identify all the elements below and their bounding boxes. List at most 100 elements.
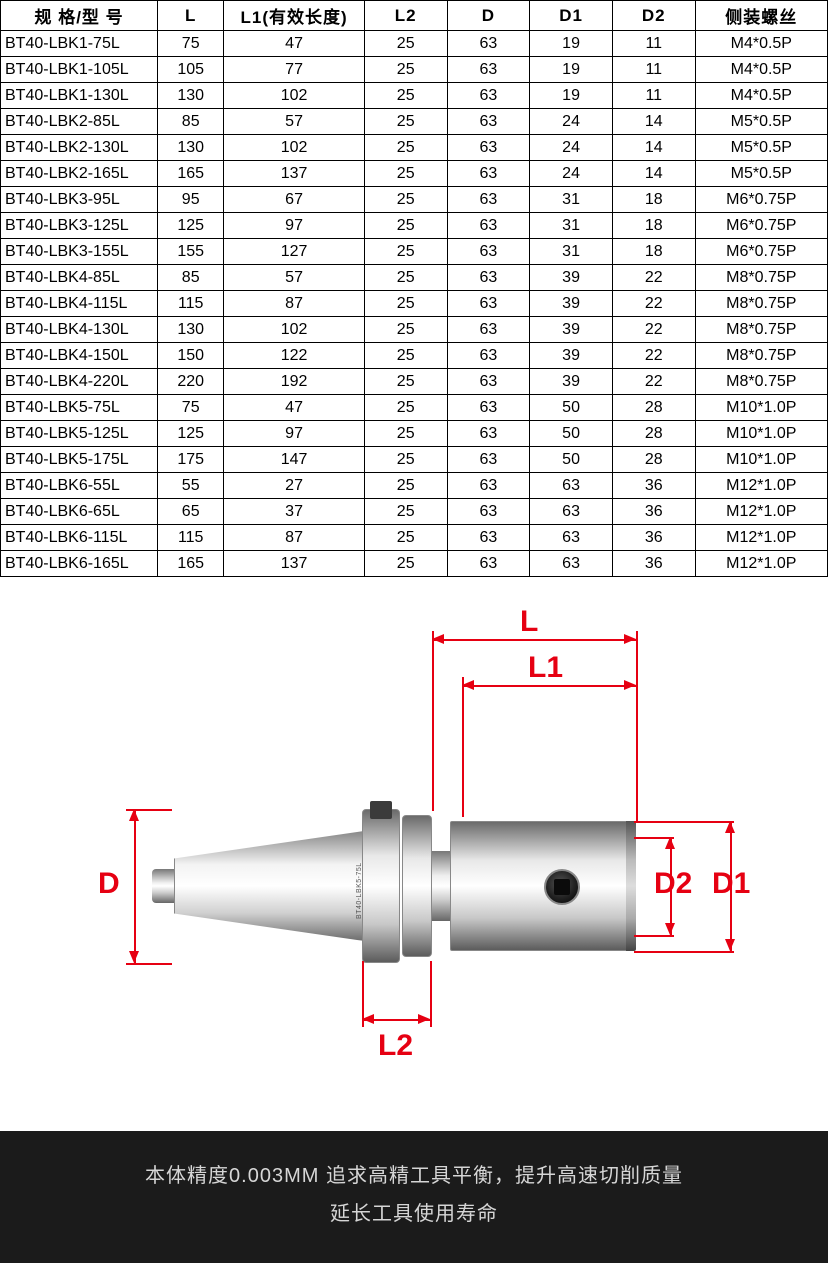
table-cell: 25 [364,109,447,135]
table-cell: 63 [447,83,530,109]
table-cell: 165 [158,161,224,187]
table-cell: 67 [224,187,365,213]
table-cell: 22 [612,369,695,395]
table-cell: 19 [530,83,613,109]
table-cell: 28 [612,421,695,447]
table-cell: 25 [364,291,447,317]
table-cell: BT40-LBK2-85L [1,109,158,135]
table-cell: 57 [224,109,365,135]
table-cell: M4*0.5P [695,31,827,57]
table-cell: 24 [530,161,613,187]
table-cell: 39 [530,291,613,317]
table-row: BT40-LBK5-75L754725635028M10*1.0P [1,395,828,421]
table-cell: 63 [447,525,530,551]
table-header-cell: 规 格/型 号 [1,1,158,31]
table-cell: 130 [158,317,224,343]
table-cell: 50 [530,447,613,473]
table-cell: BT40-LBK2-130L [1,135,158,161]
spec-table: 规 格/型 号LL1(有效长度)L2DD1D2侧装螺丝 BT40-LBK1-75… [0,0,828,577]
table-row: BT40-LBK5-175L17514725635028M10*1.0P [1,447,828,473]
table-cell: 57 [224,265,365,291]
table-cell: 25 [364,369,447,395]
table-cell: M12*1.0P [695,525,827,551]
table-row: BT40-LBK4-220L22019225633922M8*0.75P [1,369,828,395]
table-header-cell: L2 [364,1,447,31]
table-cell: BT40-LBK6-65L [1,499,158,525]
table-cell: M4*0.5P [695,57,827,83]
table-cell: 87 [224,525,365,551]
table-cell: 31 [530,239,613,265]
table-cell: 63 [447,213,530,239]
table-cell: BT40-LBK4-130L [1,317,158,343]
table-cell: BT40-LBK5-125L [1,421,158,447]
table-cell: M8*0.75P [695,343,827,369]
table-cell: BT40-LBK6-115L [1,525,158,551]
table-header-cell: D2 [612,1,695,31]
table-cell: 130 [158,135,224,161]
table-row: BT40-LBK6-165L16513725636336M12*1.0P [1,551,828,577]
table-cell: 25 [364,31,447,57]
table-cell: 36 [612,551,695,577]
table-cell: 25 [364,213,447,239]
table-cell: 63 [530,473,613,499]
table-cell: BT40-LBK3-155L [1,239,158,265]
table-cell: 85 [158,265,224,291]
table-cell: BT40-LBK3-95L [1,187,158,213]
table-cell: BT40-LBK1-105L [1,57,158,83]
table-row: BT40-LBK3-155L15512725633118M6*0.75P [1,239,828,265]
table-cell: 137 [224,161,365,187]
table-cell: 14 [612,161,695,187]
table-cell: 115 [158,291,224,317]
table-cell: 63 [530,499,613,525]
table-cell: 63 [447,421,530,447]
table-cell: 137 [224,551,365,577]
table-header-cell: 侧装螺丝 [695,1,827,31]
table-cell: 25 [364,343,447,369]
table-cell: 25 [364,161,447,187]
table-cell: 25 [364,83,447,109]
table-cell: 39 [530,343,613,369]
table-cell: 63 [447,109,530,135]
table-cell: BT40-LBK6-55L [1,473,158,499]
table-cell: 14 [612,109,695,135]
table-row: BT40-LBK1-105L1057725631911M4*0.5P [1,57,828,83]
table-cell: 11 [612,57,695,83]
table-cell: 155 [158,239,224,265]
table-cell: BT40-LBK5-75L [1,395,158,421]
table-header-row: 规 格/型 号LL1(有效长度)L2DD1D2侧装螺丝 [1,1,828,31]
table-cell: M10*1.0P [695,395,827,421]
dim-D2-label: D2 [654,867,692,901]
table-cell: M5*0.5P [695,109,827,135]
table-cell: 63 [447,447,530,473]
dim-L-label: L [520,605,538,639]
table-cell: 28 [612,447,695,473]
table-cell: 18 [612,187,695,213]
table-row: BT40-LBK2-165L16513725632414M5*0.5P [1,161,828,187]
table-cell: 31 [530,213,613,239]
table-cell: 47 [224,31,365,57]
table-cell: BT40-LBK1-75L [1,31,158,57]
table-row: BT40-LBK4-115L1158725633922M8*0.75P [1,291,828,317]
footer-line-2: 延长工具使用寿命 [20,1195,808,1233]
table-cell: 65 [158,499,224,525]
footer-banner: 本体精度0.003MM 追求高精工具平衡，提升高速切削质量 延长工具使用寿命 [0,1131,828,1263]
table-cell: 36 [612,473,695,499]
table-cell: BT40-LBK4-85L [1,265,158,291]
table-cell: 63 [447,31,530,57]
table-cell: 63 [447,473,530,499]
table-cell: M5*0.5P [695,161,827,187]
table-row: BT40-LBK3-95L956725633118M6*0.75P [1,187,828,213]
table-cell: 63 [447,187,530,213]
table-cell: 25 [364,239,447,265]
table-cell: BT40-LBK5-175L [1,447,158,473]
table-cell: BT40-LBK3-125L [1,213,158,239]
table-cell: 39 [530,317,613,343]
table-row: BT40-LBK6-55L552725636336M12*1.0P [1,473,828,499]
table-cell: 125 [158,421,224,447]
table-cell: 63 [447,161,530,187]
table-cell: 147 [224,447,365,473]
table-cell: 63 [447,57,530,83]
table-cell: 63 [447,317,530,343]
table-cell: 37 [224,499,365,525]
table-cell: M6*0.75P [695,239,827,265]
